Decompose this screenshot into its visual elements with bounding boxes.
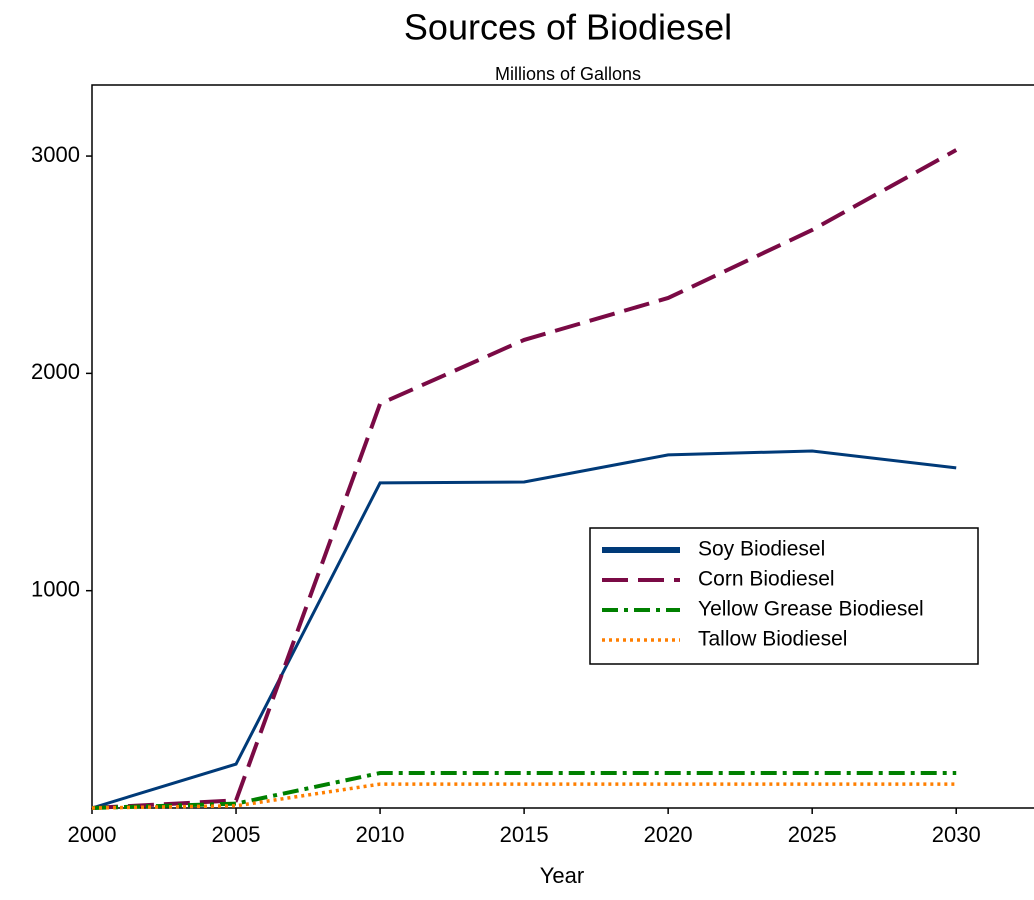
legend-label: Yellow Grease Biodiesel: [698, 598, 924, 621]
x-tick-label: 2020: [644, 822, 693, 847]
series-line: [91, 782, 957, 810]
legend-label: Soy Biodiesel: [698, 538, 825, 561]
series-line: [91, 771, 957, 810]
legend-label: Corn Biodiesel: [698, 568, 835, 591]
x-tick-label: 2015: [500, 822, 549, 847]
x-tick-label: 2030: [932, 822, 981, 847]
x-tick-label: 2010: [356, 822, 405, 847]
x-axis-label: Year: [540, 863, 584, 888]
chart-title: Sources of Biodiesel: [404, 7, 732, 48]
plot-frame: [91, 84, 1034, 809]
series-line: [91, 148, 958, 810]
x-tick-label: 2025: [788, 822, 837, 847]
y-tick-label: 2000: [31, 359, 80, 384]
x-tick-label: 2005: [212, 822, 261, 847]
x-tick-label: 2000: [68, 822, 117, 847]
y-tick-label: 3000: [31, 142, 80, 167]
series-line: [91, 449, 957, 810]
legend-label: Tallow Biodiesel: [698, 628, 847, 651]
chart-subtitle: Millions of Gallons: [495, 64, 641, 84]
y-tick-label: 1000: [31, 576, 80, 601]
